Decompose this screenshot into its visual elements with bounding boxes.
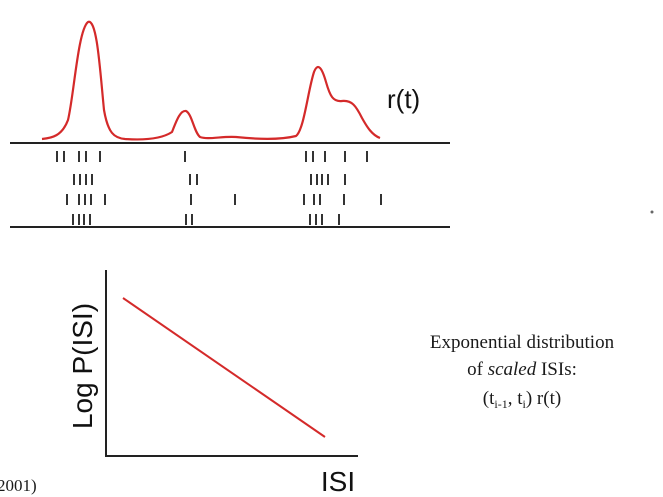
caption-line-1: Exponential distribution (430, 332, 615, 353)
raster-trial-1 (56, 151, 368, 162)
caption-line-2-prefix: of (467, 359, 488, 380)
caption-line-3-open: (t (483, 388, 495, 409)
rate-label: r(t) (387, 84, 420, 114)
x-axis-label: ISI (321, 466, 355, 497)
citation-fragment: 2001) (0, 476, 37, 495)
raster-trial-3 (66, 194, 382, 205)
raster-trial-2 (73, 174, 346, 185)
caption-line-3-mid: , t (508, 388, 524, 409)
caption: Exponential distribution of scaled ISIs:… (430, 332, 615, 411)
spike-raster (56, 151, 382, 225)
caption-sub-a: i-1 (494, 397, 507, 411)
raster-trial-4 (72, 214, 340, 225)
caption-sub-b: i (523, 397, 527, 411)
caption-line-3: (ti-1, ti) r(t) (483, 388, 561, 411)
log-isi-line (122, 297, 326, 438)
caption-line-2-suffix: ISIs: (536, 359, 577, 380)
caption-line-3-close: ) r(t) (526, 388, 561, 409)
y-axis-label: Log P(ISI) (67, 303, 98, 429)
caption-line-2-italic: scaled (488, 359, 537, 380)
firing-rate-curve (41, 20, 381, 141)
stray-mark (650, 210, 654, 214)
caption-line-2: of scaled ISIs: (467, 359, 577, 380)
